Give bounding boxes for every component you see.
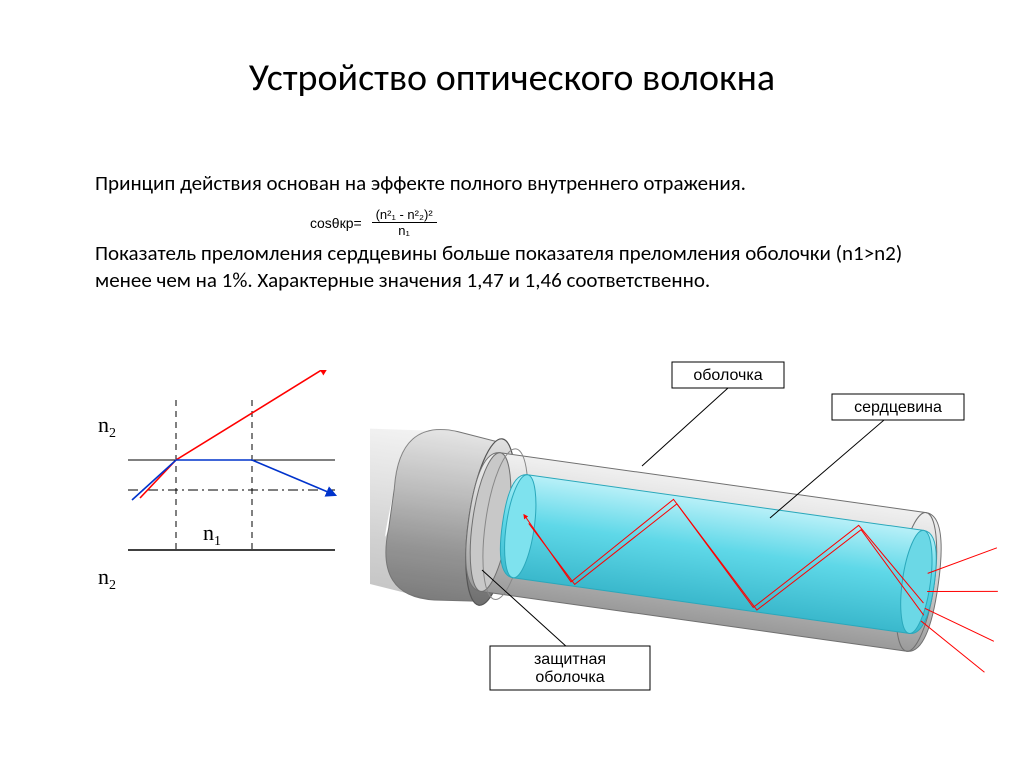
slide-title: Устройство оптического волокна <box>0 55 1024 101</box>
blue-ray <box>132 460 335 500</box>
callout-cladding: оболочка <box>642 362 784 466</box>
formula-numerator: (n²₁ - n²₂)² <box>372 207 437 223</box>
body-text: Принцип действия основан на эффекте полн… <box>95 170 915 293</box>
critical-angle-formula: cosθкр= (n²₁ - n²₂)² n₁ <box>310 207 437 238</box>
label-n2-bot: n2 <box>98 564 116 593</box>
fiber-structure-diagram: оболочка сердцевина защитная оболочка <box>370 360 1010 700</box>
refraction-diagram: n2 n1 n2 <box>80 370 350 630</box>
paragraph-2: Показатель преломления сердцевины больше… <box>95 240 915 293</box>
red-ray <box>140 370 328 498</box>
formula-denominator: n₁ <box>372 223 437 238</box>
formula-lhs: cosθкр= <box>310 215 362 231</box>
paragraph-1: Принцип действия основан на эффекте полн… <box>95 170 915 196</box>
callout-core-label: сердцевина <box>854 399 942 416</box>
label-n2-top: n2 <box>98 412 116 441</box>
label-n1: n1 <box>203 520 221 549</box>
callout-jacket-label-2: оболочка <box>535 669 604 686</box>
callout-jacket-label-1: защитная <box>534 651 606 668</box>
callout-cladding-label: оболочка <box>693 367 762 384</box>
